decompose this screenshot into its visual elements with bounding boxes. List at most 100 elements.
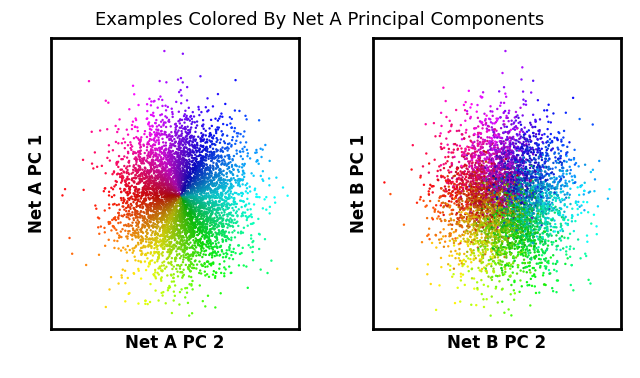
- Point: [166, 123, 176, 129]
- Point: [472, 204, 483, 210]
- Point: [191, 198, 202, 204]
- Point: [136, 177, 147, 183]
- Point: [166, 181, 176, 187]
- Point: [167, 152, 177, 158]
- Point: [123, 170, 133, 176]
- Point: [127, 236, 138, 242]
- Point: [476, 168, 486, 174]
- Point: [506, 178, 516, 184]
- Point: [515, 181, 525, 187]
- Point: [507, 136, 517, 142]
- Point: [178, 162, 188, 168]
- Point: [179, 167, 189, 174]
- Point: [506, 209, 516, 215]
- Point: [120, 228, 131, 234]
- Point: [475, 221, 485, 227]
- Point: [179, 225, 189, 231]
- Point: [189, 197, 200, 203]
- Point: [157, 174, 167, 180]
- Point: [475, 228, 485, 234]
- Point: [448, 207, 458, 213]
- Point: [177, 212, 187, 218]
- Point: [170, 235, 180, 242]
- Point: [185, 174, 195, 180]
- Point: [136, 158, 146, 164]
- Point: [135, 175, 145, 181]
- Point: [528, 184, 538, 190]
- Point: [193, 198, 203, 204]
- Point: [181, 203, 191, 209]
- Point: [238, 198, 248, 204]
- Point: [477, 94, 488, 100]
- Point: [523, 221, 533, 227]
- Point: [486, 141, 497, 147]
- Point: [463, 255, 474, 261]
- Point: [164, 192, 175, 198]
- Point: [147, 183, 157, 189]
- Point: [182, 152, 192, 158]
- Point: [495, 156, 506, 162]
- Point: [241, 116, 252, 122]
- Point: [173, 157, 184, 163]
- Point: [179, 194, 189, 200]
- Point: [466, 189, 476, 195]
- Point: [163, 229, 173, 235]
- Point: [163, 172, 173, 178]
- Point: [184, 139, 194, 146]
- Point: [524, 213, 534, 219]
- Point: [506, 195, 516, 201]
- Point: [495, 156, 506, 163]
- Point: [207, 178, 217, 184]
- Point: [499, 186, 509, 192]
- Point: [475, 237, 485, 243]
- Point: [137, 156, 147, 162]
- Point: [175, 161, 185, 167]
- Point: [482, 188, 492, 194]
- Point: [149, 138, 159, 144]
- Point: [495, 206, 506, 212]
- Point: [516, 122, 526, 128]
- Point: [484, 179, 494, 185]
- Point: [237, 181, 248, 187]
- Point: [485, 254, 495, 260]
- Point: [508, 184, 518, 191]
- Point: [518, 214, 528, 220]
- Point: [479, 203, 489, 209]
- Point: [478, 170, 488, 176]
- Point: [188, 211, 198, 217]
- Point: [497, 227, 507, 233]
- Point: [528, 165, 538, 171]
- Point: [490, 189, 500, 195]
- Point: [499, 181, 509, 187]
- Point: [137, 178, 147, 184]
- Point: [506, 195, 516, 201]
- Point: [469, 199, 479, 205]
- Point: [478, 211, 488, 217]
- Point: [495, 205, 506, 211]
- Point: [167, 133, 177, 139]
- Point: [535, 208, 545, 214]
- Point: [67, 251, 77, 257]
- Point: [506, 250, 516, 256]
- Point: [516, 184, 526, 191]
- Point: [159, 189, 170, 195]
- Point: [457, 259, 467, 265]
- Point: [473, 134, 483, 140]
- Point: [174, 139, 184, 145]
- Point: [501, 225, 511, 231]
- Point: [150, 146, 160, 152]
- Point: [496, 162, 506, 168]
- Point: [195, 200, 205, 206]
- Point: [134, 150, 145, 156]
- Point: [475, 158, 485, 164]
- Point: [516, 189, 527, 195]
- Point: [517, 199, 527, 205]
- Point: [527, 283, 537, 289]
- Point: [225, 202, 236, 208]
- Point: [528, 194, 538, 200]
- Point: [486, 194, 497, 200]
- Point: [454, 197, 465, 203]
- Point: [541, 147, 552, 153]
- Point: [520, 242, 530, 248]
- Point: [211, 166, 221, 172]
